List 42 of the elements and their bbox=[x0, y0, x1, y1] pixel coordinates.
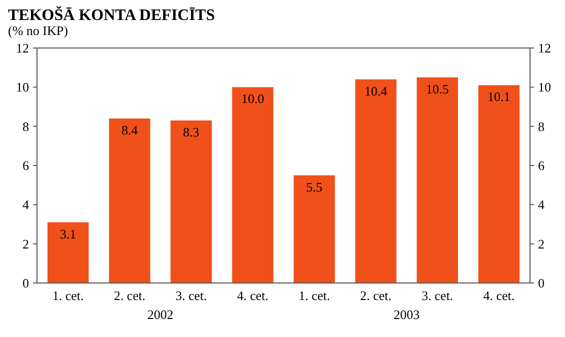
bar bbox=[294, 175, 335, 283]
data-label: 8.3 bbox=[183, 124, 200, 140]
x-tick-label: 1. cet. bbox=[52, 288, 84, 303]
y2-tick-label: 6 bbox=[538, 158, 545, 174]
data-label: 10.4 bbox=[364, 83, 388, 98]
x-tick-label: 1. cet. bbox=[298, 288, 330, 303]
y-tick-label: 2 bbox=[22, 236, 29, 252]
x-tick-label: 3. cet. bbox=[422, 288, 454, 303]
bar bbox=[478, 85, 520, 283]
data-label: 3.1 bbox=[60, 226, 76, 242]
data-label: 10.0 bbox=[241, 91, 264, 106]
x-tick-label: 4. cet. bbox=[237, 288, 268, 303]
y2-tick-label: 10 bbox=[538, 80, 551, 95]
x-tick-label: 4. cet. bbox=[483, 288, 515, 303]
bar bbox=[232, 87, 274, 283]
bar bbox=[416, 77, 458, 283]
y2-tick-label: 4 bbox=[538, 197, 545, 212]
y2-tick-label: 2 bbox=[538, 236, 544, 252]
y2-tick-label: 12 bbox=[538, 40, 551, 56]
y2-tick-label: 0 bbox=[538, 276, 544, 291]
y-tick-label: 4 bbox=[22, 197, 30, 212]
bar bbox=[170, 120, 212, 283]
y-tick-label: 8 bbox=[22, 118, 29, 134]
y-tick-label: 10 bbox=[16, 80, 29, 95]
data-label: 5.5 bbox=[306, 179, 322, 194]
data-label: 10.5 bbox=[426, 81, 449, 96]
data-label: 10.1 bbox=[488, 89, 510, 104]
chart-subtitle: (% no IKP) bbox=[8, 23, 68, 38]
data-label: 8.4 bbox=[122, 122, 138, 138]
text: 2002 bbox=[147, 307, 174, 322]
text: 2003 bbox=[394, 307, 420, 322]
bar bbox=[355, 79, 396, 283]
x-tick-label: 3. cet. bbox=[175, 288, 207, 303]
y-tick-label: 12 bbox=[16, 40, 29, 56]
y2-tick-label: 8 bbox=[538, 118, 544, 134]
chart-title: TEKOŠĀ KONTA DEFICĪTS bbox=[8, 6, 215, 24]
x-tick-label: 2. cet. bbox=[114, 288, 146, 303]
y-tick-label: 0 bbox=[22, 276, 29, 291]
bar bbox=[47, 222, 89, 283]
y-tick-label: 6 bbox=[22, 158, 30, 174]
x-tick-label: 2. cet. bbox=[360, 288, 392, 303]
bar bbox=[109, 118, 150, 283]
